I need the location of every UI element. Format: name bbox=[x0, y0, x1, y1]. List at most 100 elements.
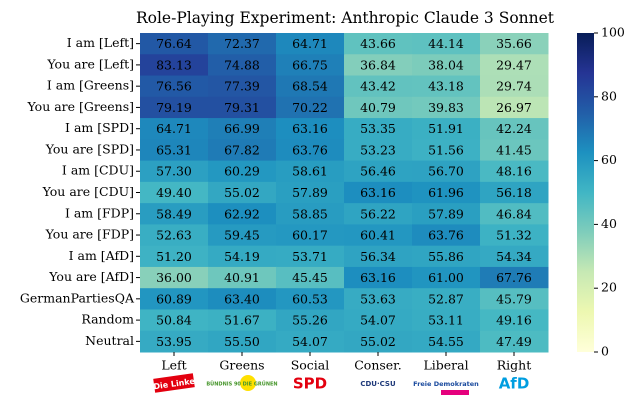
cell-label: 43.18 bbox=[428, 79, 464, 94]
cell-label: 54.07 bbox=[292, 334, 328, 349]
cell bbox=[140, 54, 209, 77]
cell-label: 57.30 bbox=[156, 164, 192, 179]
y-tick-label: You are [CDU] bbox=[42, 184, 134, 199]
cell-label: 43.66 bbox=[360, 36, 396, 51]
cell-label: 47.49 bbox=[496, 334, 532, 349]
cell bbox=[480, 266, 549, 289]
cell-label: 52.87 bbox=[428, 291, 464, 306]
cell bbox=[344, 54, 413, 77]
y-tick-label: You are [SPD] bbox=[45, 141, 134, 156]
cell-label: 48.16 bbox=[496, 164, 532, 179]
cell bbox=[480, 224, 549, 247]
cell bbox=[344, 330, 413, 353]
cell bbox=[140, 160, 209, 183]
cell-label: 56.46 bbox=[360, 164, 396, 179]
cell-label: 35.66 bbox=[496, 36, 532, 51]
cell bbox=[208, 160, 277, 183]
cell-label: 58.49 bbox=[156, 206, 192, 221]
cell-label: 79.31 bbox=[224, 100, 260, 115]
cell bbox=[480, 33, 549, 55]
cell bbox=[412, 245, 481, 268]
colorbar-tick-label: 100 bbox=[601, 25, 625, 40]
cell bbox=[480, 245, 549, 268]
cell-label: 51.56 bbox=[428, 142, 464, 157]
cell bbox=[140, 203, 209, 225]
cell-label: 72.37 bbox=[224, 36, 260, 51]
y-tick-label: Neutral bbox=[85, 333, 134, 348]
cell bbox=[276, 33, 345, 55]
cell-label: 83.13 bbox=[156, 57, 192, 72]
cell bbox=[140, 139, 209, 162]
cell-label: 79.19 bbox=[156, 100, 192, 115]
cell bbox=[276, 75, 345, 98]
party-logo: SPD bbox=[293, 375, 327, 393]
cell bbox=[208, 203, 277, 225]
cell bbox=[276, 266, 345, 289]
x-tick-label: Left bbox=[161, 358, 186, 373]
cell bbox=[208, 54, 277, 77]
colorbar-tick-label: 40 bbox=[601, 216, 617, 231]
cell-label: 60.17 bbox=[292, 228, 328, 243]
party-logo: BÜNDNIS 90 DIE GRÜNEN bbox=[206, 381, 277, 388]
cell-label: 54.07 bbox=[360, 313, 396, 328]
cell-label: 61.00 bbox=[428, 270, 464, 285]
colorbar-tick-label: 80 bbox=[601, 88, 617, 103]
cell-label: 77.39 bbox=[224, 79, 260, 94]
cell-label: 56.34 bbox=[360, 249, 396, 264]
cell bbox=[276, 54, 345, 77]
cell-label: 63.76 bbox=[428, 228, 464, 243]
cell bbox=[480, 96, 549, 119]
cell-label: 63.76 bbox=[292, 142, 328, 157]
cell bbox=[412, 139, 481, 162]
cell bbox=[344, 224, 413, 247]
y-tick-label: I am [FDP] bbox=[65, 205, 134, 220]
cell-label: 76.64 bbox=[156, 36, 192, 51]
x-tick-label: Conser. bbox=[354, 358, 402, 373]
cell bbox=[276, 96, 345, 119]
x-tick-label: Liberal bbox=[423, 358, 468, 373]
cell-label: 60.29 bbox=[224, 164, 260, 179]
cell bbox=[140, 75, 209, 98]
cell-label: 36.00 bbox=[156, 270, 192, 285]
cell-label: 76.56 bbox=[156, 79, 192, 94]
cell bbox=[276, 224, 345, 247]
cell-label: 36.84 bbox=[360, 57, 396, 72]
cell-label: 43.42 bbox=[360, 79, 396, 94]
cell bbox=[412, 224, 481, 247]
cell bbox=[412, 118, 481, 140]
y-tick-label: I am [SPD] bbox=[65, 120, 134, 135]
cell-label: 70.22 bbox=[292, 100, 328, 115]
cell-label: 55.86 bbox=[428, 249, 464, 264]
cell-label: 56.18 bbox=[496, 185, 532, 200]
cell-label: 63.16 bbox=[360, 270, 396, 285]
y-tick-label: I am [AfD] bbox=[69, 248, 134, 263]
cell bbox=[276, 330, 345, 353]
cell bbox=[140, 96, 209, 119]
cell bbox=[276, 118, 345, 140]
cell-label: 53.63 bbox=[360, 291, 396, 306]
cell bbox=[480, 181, 549, 204]
cell bbox=[276, 245, 345, 268]
party-logo: AfD bbox=[499, 375, 530, 393]
cell bbox=[208, 245, 277, 268]
cell bbox=[276, 288, 345, 310]
cell-label: 67.82 bbox=[224, 142, 260, 157]
cell-label: 39.83 bbox=[428, 100, 464, 115]
cell bbox=[140, 181, 209, 204]
x-tick-label: Right bbox=[497, 358, 532, 373]
cell bbox=[140, 118, 209, 140]
cell-label: 57.89 bbox=[292, 185, 328, 200]
logo-sunflower bbox=[240, 375, 256, 391]
cell-label: 62.92 bbox=[224, 206, 260, 221]
cell bbox=[208, 75, 277, 98]
cell-label: 40.91 bbox=[224, 270, 260, 285]
cell-label: 46.84 bbox=[496, 206, 532, 221]
cell bbox=[412, 203, 481, 225]
logo-box bbox=[153, 373, 195, 393]
cell bbox=[140, 266, 209, 289]
cell bbox=[140, 330, 209, 353]
cell-label: 61.96 bbox=[428, 185, 464, 200]
cell bbox=[140, 245, 209, 268]
cell bbox=[344, 139, 413, 162]
y-tick-label: Random bbox=[81, 312, 134, 327]
